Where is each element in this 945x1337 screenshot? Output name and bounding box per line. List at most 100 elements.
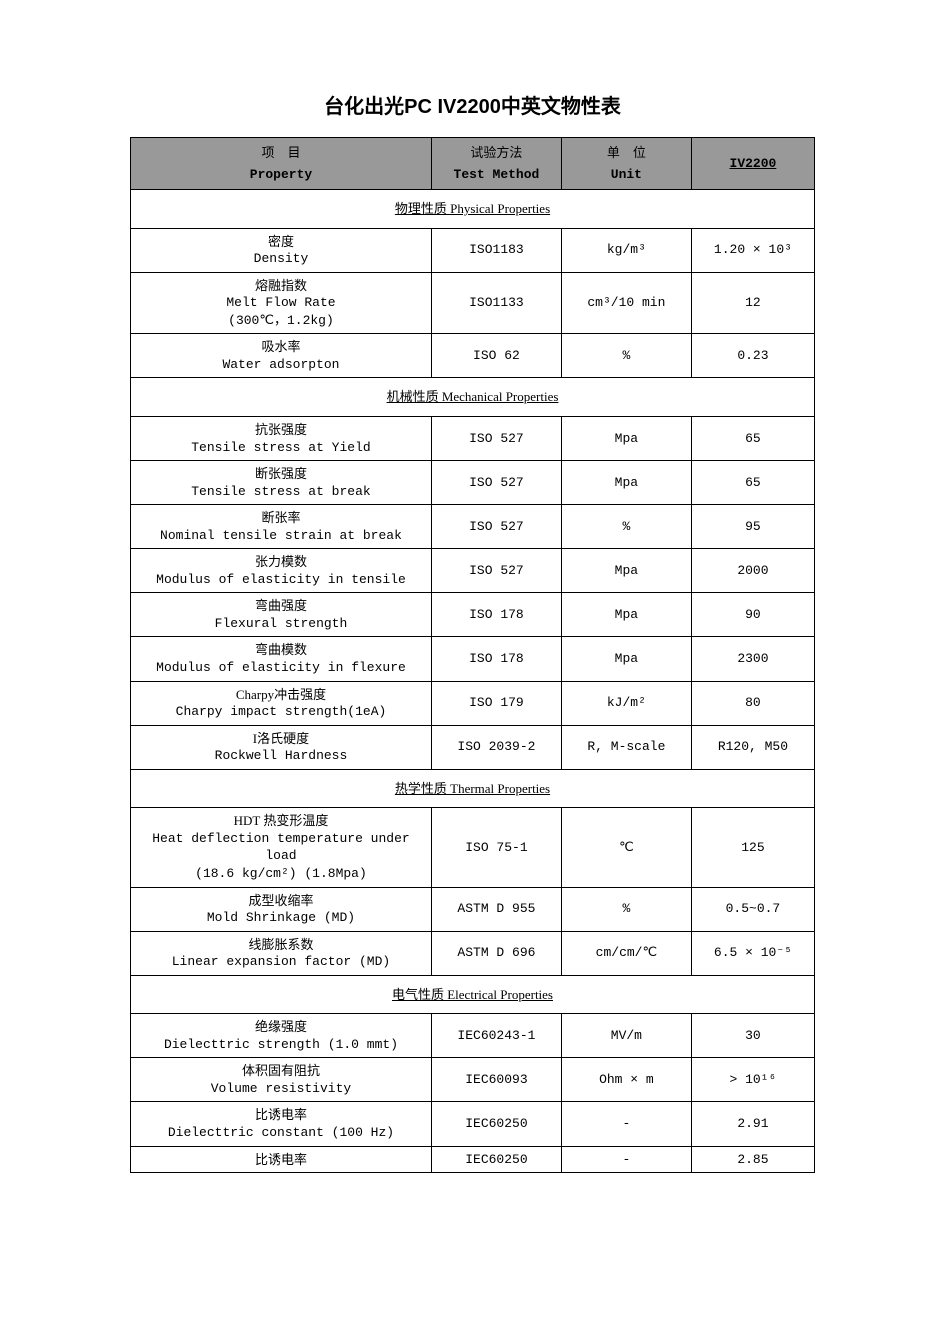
table-row: 体积固有阻抗Volume resistivityIEC60093Ohm × m>… <box>131 1058 815 1102</box>
property-cn: 弯曲强度 <box>133 597 429 615</box>
property-cn: 比诱电率 <box>133 1106 429 1124</box>
property-cell: 吸水率Water adsorpton <box>131 334 432 378</box>
property-en: Modulus of elasticity in flexure <box>133 659 429 677</box>
properties-table: 项 目 Property 试验方法 Test Method 单 位 Unit I… <box>130 137 815 1173</box>
property-cn: 抗张强度 <box>133 421 429 439</box>
section-title: 机械性质 Mechanical Properties <box>131 378 815 417</box>
table-header-row: 项 目 Property 试验方法 Test Method 单 位 Unit I… <box>131 138 815 190</box>
method-cell: IEC60250 <box>431 1146 561 1173</box>
table-row: 线膨胀系数Linear expansion factor (MD)ASTM D … <box>131 931 815 975</box>
table-row: 弯曲强度Flexural strengthISO 178Mpa90 <box>131 593 815 637</box>
property-cn: 成型收缩率 <box>133 892 429 910</box>
unit-cell: MV/m <box>561 1014 691 1058</box>
value-cell: 2.85 <box>691 1146 814 1173</box>
value-cell: 90 <box>691 593 814 637</box>
method-cell: ISO1183 <box>431 228 561 272</box>
property-cn: 弯曲模数 <box>133 641 429 659</box>
unit-cell: % <box>561 887 691 931</box>
header-unit: 单 位 Unit <box>561 138 691 190</box>
property-cell: 体积固有阻抗Volume resistivity <box>131 1058 432 1102</box>
property-cn: HDT 热变形温度 <box>133 812 429 830</box>
property-cell: 断张强度Tensile stress at break <box>131 461 432 505</box>
table-row: 成型收缩率Mold Shrinkage (MD)ASTM D 955%0.5~0… <box>131 887 815 931</box>
property-cell: Charpy冲击强度Charpy impact strength(1eA) <box>131 681 432 725</box>
property-cell: 张力模数Modulus of elasticity in tensile <box>131 549 432 593</box>
property-cell: 比诱电率Dielecttric constant (100 Hz) <box>131 1102 432 1146</box>
property-cell: I洛氏硬度Rockwell Hardness <box>131 725 432 769</box>
method-cell: ISO 527 <box>431 505 561 549</box>
unit-cell: % <box>561 334 691 378</box>
value-cell: 95 <box>691 505 814 549</box>
property-cn: 密度 <box>133 233 429 251</box>
unit-cell: - <box>561 1146 691 1173</box>
page-title: 台化出光PC IV2200中英文物性表 <box>130 90 815 119</box>
method-cell: ISO 2039-2 <box>431 725 561 769</box>
method-cell: ISO 179 <box>431 681 561 725</box>
value-cell: 12 <box>691 272 814 334</box>
value-cell: 2.91 <box>691 1102 814 1146</box>
unit-cell: Mpa <box>561 417 691 461</box>
property-cell: 熔融指数Melt Flow Rate(300℃，1.2kg) <box>131 272 432 334</box>
property-en: Tensile stress at Yield <box>133 439 429 457</box>
property-en: Dielecttric constant (100 Hz) <box>133 1124 429 1142</box>
property-cn: 张力模数 <box>133 553 429 571</box>
header-label: 试验方法 <box>434 142 559 164</box>
table-row: 密度DensityISO1183kg/m³1.20 × 10³ <box>131 228 815 272</box>
value-cell: 2000 <box>691 549 814 593</box>
unit-cell: R, M-scale <box>561 725 691 769</box>
table-row: 张力模数Modulus of elasticity in tensileISO … <box>131 549 815 593</box>
method-cell: ISO 75-1 <box>431 808 561 887</box>
header-label: IV2200 <box>730 156 777 171</box>
property-en: Nominal tensile strain at break <box>133 527 429 545</box>
value-cell: 6.5 × 10⁻⁵ <box>691 931 814 975</box>
method-cell: ISO 527 <box>431 549 561 593</box>
method-cell: ISO 62 <box>431 334 561 378</box>
property-cell: 抗张强度Tensile stress at Yield <box>131 417 432 461</box>
value-cell: 125 <box>691 808 814 887</box>
value-cell: 1.20 × 10³ <box>691 228 814 272</box>
property-en: Tensile stress at break <box>133 483 429 501</box>
table-row: Charpy冲击强度Charpy impact strength(1eA)ISO… <box>131 681 815 725</box>
method-cell: ISO 527 <box>431 461 561 505</box>
property-en: Linear expansion factor (MD) <box>133 953 429 971</box>
unit-cell: kJ/m² <box>561 681 691 725</box>
value-cell: R120, M50 <box>691 725 814 769</box>
table-row: 比诱电率Dielecttric constant (100 Hz)IEC6025… <box>131 1102 815 1146</box>
value-cell: 80 <box>691 681 814 725</box>
method-cell: ISO 178 <box>431 593 561 637</box>
property-cell: 成型收缩率Mold Shrinkage (MD) <box>131 887 432 931</box>
property-en: Dielecttric strength (1.0 mmt) <box>133 1036 429 1054</box>
header-property: 项 目 Property <box>131 138 432 190</box>
property-cn: I洛氏硬度 <box>133 730 429 748</box>
value-cell: 30 <box>691 1014 814 1058</box>
header-label: 单 位 <box>564 142 689 164</box>
property-note: (300℃，1.2kg) <box>133 312 429 330</box>
unit-cell: ℃ <box>561 808 691 887</box>
property-en: Mold Shrinkage (MD) <box>133 909 429 927</box>
section-row: 机械性质 Mechanical Properties <box>131 378 815 417</box>
header-label: 项 目 <box>133 142 429 164</box>
method-cell: ASTM D 955 <box>431 887 561 931</box>
property-en: Charpy impact strength(1eA) <box>133 703 429 721</box>
unit-cell: Mpa <box>561 461 691 505</box>
section-title: 热学性质 Thermal Properties <box>131 769 815 808</box>
header-label: Test Method <box>434 164 559 186</box>
property-cell: 弯曲强度Flexural strength <box>131 593 432 637</box>
property-cell: 断张率Nominal tensile strain at break <box>131 505 432 549</box>
method-cell: ISO 527 <box>431 417 561 461</box>
table-row: I洛氏硬度Rockwell HardnessISO 2039-2R, M-sca… <box>131 725 815 769</box>
property-en: Water adsorpton <box>133 356 429 374</box>
section-title: 电气性质 Electrical Properties <box>131 975 815 1014</box>
unit-cell: Mpa <box>561 593 691 637</box>
table-body: 物理性质 Physical Properties密度DensityISO1183… <box>131 190 815 1173</box>
unit-cell: % <box>561 505 691 549</box>
property-cn: 断张率 <box>133 509 429 527</box>
property-cell: 弯曲模数Modulus of elasticity in flexure <box>131 637 432 681</box>
property-cn: Charpy冲击强度 <box>133 686 429 704</box>
header-label: Property <box>133 164 429 186</box>
property-en: Volume resistivity <box>133 1080 429 1098</box>
table-row: 吸水率Water adsorptonISO 62%0.23 <box>131 334 815 378</box>
unit-cell: cm/cm/℃ <box>561 931 691 975</box>
property-cn: 断张强度 <box>133 465 429 483</box>
property-en: Rockwell Hardness <box>133 747 429 765</box>
